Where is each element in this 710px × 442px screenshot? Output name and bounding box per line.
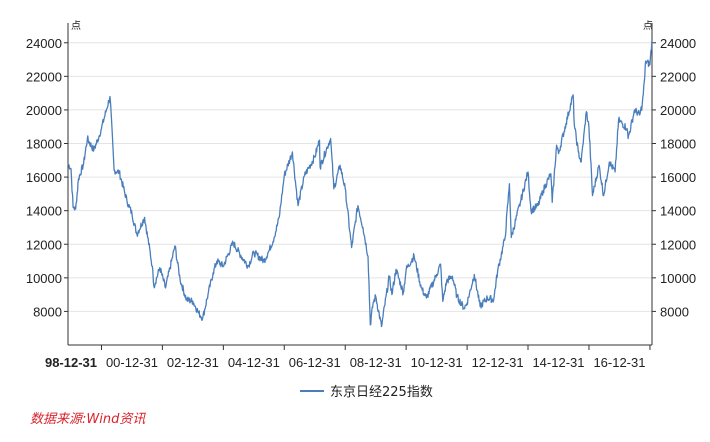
x-tick-label: 08-12-31	[350, 355, 402, 370]
y-tick-label-left: 16000	[26, 170, 62, 185]
y-tick-label-left: 22000	[26, 69, 62, 84]
gridlines	[68, 42, 652, 312]
x-tick-label: 12-12-31	[472, 355, 524, 370]
x-tick-label: 10-12-31	[411, 355, 463, 370]
y-tick-label-right: 12000	[660, 237, 696, 252]
y-tick-label-right: 10000	[660, 271, 696, 286]
data-source-note: 数据来源:Wind资讯	[30, 412, 146, 427]
y-tick-label-right: 24000	[660, 36, 696, 51]
y-tick-label-right: 16000	[660, 170, 696, 185]
y-tick-label-right: 8000	[660, 304, 689, 319]
series-line-nikkei225	[67, 41, 653, 328]
x-tick-label: 04-12-31	[228, 355, 280, 370]
x-tick-label: 98-12-31	[45, 355, 97, 370]
x-tick-label: 14-12-31	[532, 355, 584, 370]
y-tick-label-left: 12000	[26, 237, 62, 252]
x-tick-label: 06-12-31	[289, 355, 341, 370]
y-tick-label-left: 20000	[26, 103, 62, 118]
y-tick-label-right: 20000	[660, 103, 696, 118]
y-tick-label-right: 22000	[660, 69, 696, 84]
y-tick-label-right: 18000	[660, 137, 696, 152]
right-axis-unit: 点	[643, 20, 653, 32]
y-tick-label-left: 18000	[26, 137, 62, 152]
left-axis-unit: 点	[71, 20, 81, 32]
axes: 8000 8000 10000 10000 12000 12000 14000 14000 16…	[26, 23, 696, 370]
legend: 东京日经225指数	[300, 385, 433, 400]
y-tick-label-right: 14000	[660, 204, 696, 219]
x-tick-label: 00-12-31	[106, 355, 158, 370]
x-tick-label: 16-12-31	[593, 355, 645, 370]
y-tick-label-left: 14000	[26, 204, 62, 219]
legend-label-nikkei225: 东京日经225指数	[330, 385, 433, 400]
y-tick-label-left: 10000	[26, 271, 62, 286]
x-tick-label: 02-12-31	[167, 355, 219, 370]
y-tick-label-left: 8000	[33, 304, 62, 319]
y-tick-label-left: 24000	[26, 36, 62, 51]
series-layer	[67, 41, 653, 328]
